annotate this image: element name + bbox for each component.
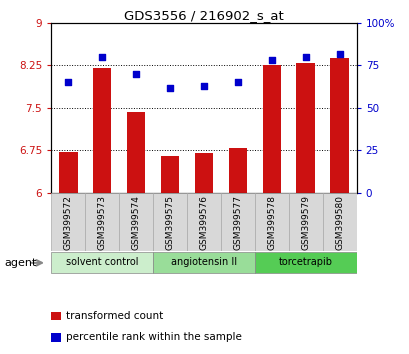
Point	[166, 85, 173, 90]
Bar	[330, 58, 348, 193]
Point	[268, 58, 274, 63]
Bar	[126, 112, 145, 193]
Text: GSM399578: GSM399578	[267, 195, 276, 250]
Point	[336, 51, 342, 56]
Text: GSM399579: GSM399579	[301, 195, 310, 250]
Text: percentile rank within the sample: percentile rank within the sample	[65, 332, 241, 342]
Text: torcetrapib: torcetrapib	[278, 257, 332, 267]
Point	[65, 80, 71, 85]
Point	[200, 83, 207, 89]
Text: GSM399576: GSM399576	[199, 195, 208, 250]
Point	[99, 54, 105, 60]
Text: GSM399575: GSM399575	[165, 195, 174, 250]
Bar	[59, 152, 77, 193]
Bar	[51, 252, 153, 273]
Bar	[322, 193, 356, 251]
Text: GSM399577: GSM399577	[233, 195, 242, 250]
Point	[234, 80, 240, 85]
Text: angiotensin II: angiotensin II	[171, 257, 236, 267]
Text: agent: agent	[4, 258, 36, 268]
Bar	[254, 252, 356, 273]
Point	[302, 54, 308, 60]
Bar	[92, 68, 111, 193]
Bar	[262, 65, 281, 193]
Bar	[254, 193, 288, 251]
Bar	[119, 193, 153, 251]
Point	[133, 71, 139, 77]
Bar	[194, 153, 213, 193]
Bar	[220, 193, 254, 251]
Text: transformed count: transformed count	[65, 311, 162, 321]
Text: GSM399580: GSM399580	[335, 195, 344, 250]
Text: GSM399572: GSM399572	[63, 195, 72, 250]
Text: solvent control: solvent control	[66, 257, 138, 267]
Bar	[187, 193, 220, 251]
Bar	[288, 193, 322, 251]
Text: GSM399574: GSM399574	[131, 195, 140, 250]
Bar	[51, 193, 85, 251]
Bar	[228, 148, 247, 193]
Title: GDS3556 / 216902_s_at: GDS3556 / 216902_s_at	[124, 9, 283, 22]
Bar	[160, 156, 179, 193]
Bar	[153, 193, 187, 251]
Bar	[85, 193, 119, 251]
Bar	[296, 63, 315, 193]
Text: GSM399573: GSM399573	[97, 195, 106, 250]
Bar	[153, 252, 254, 273]
